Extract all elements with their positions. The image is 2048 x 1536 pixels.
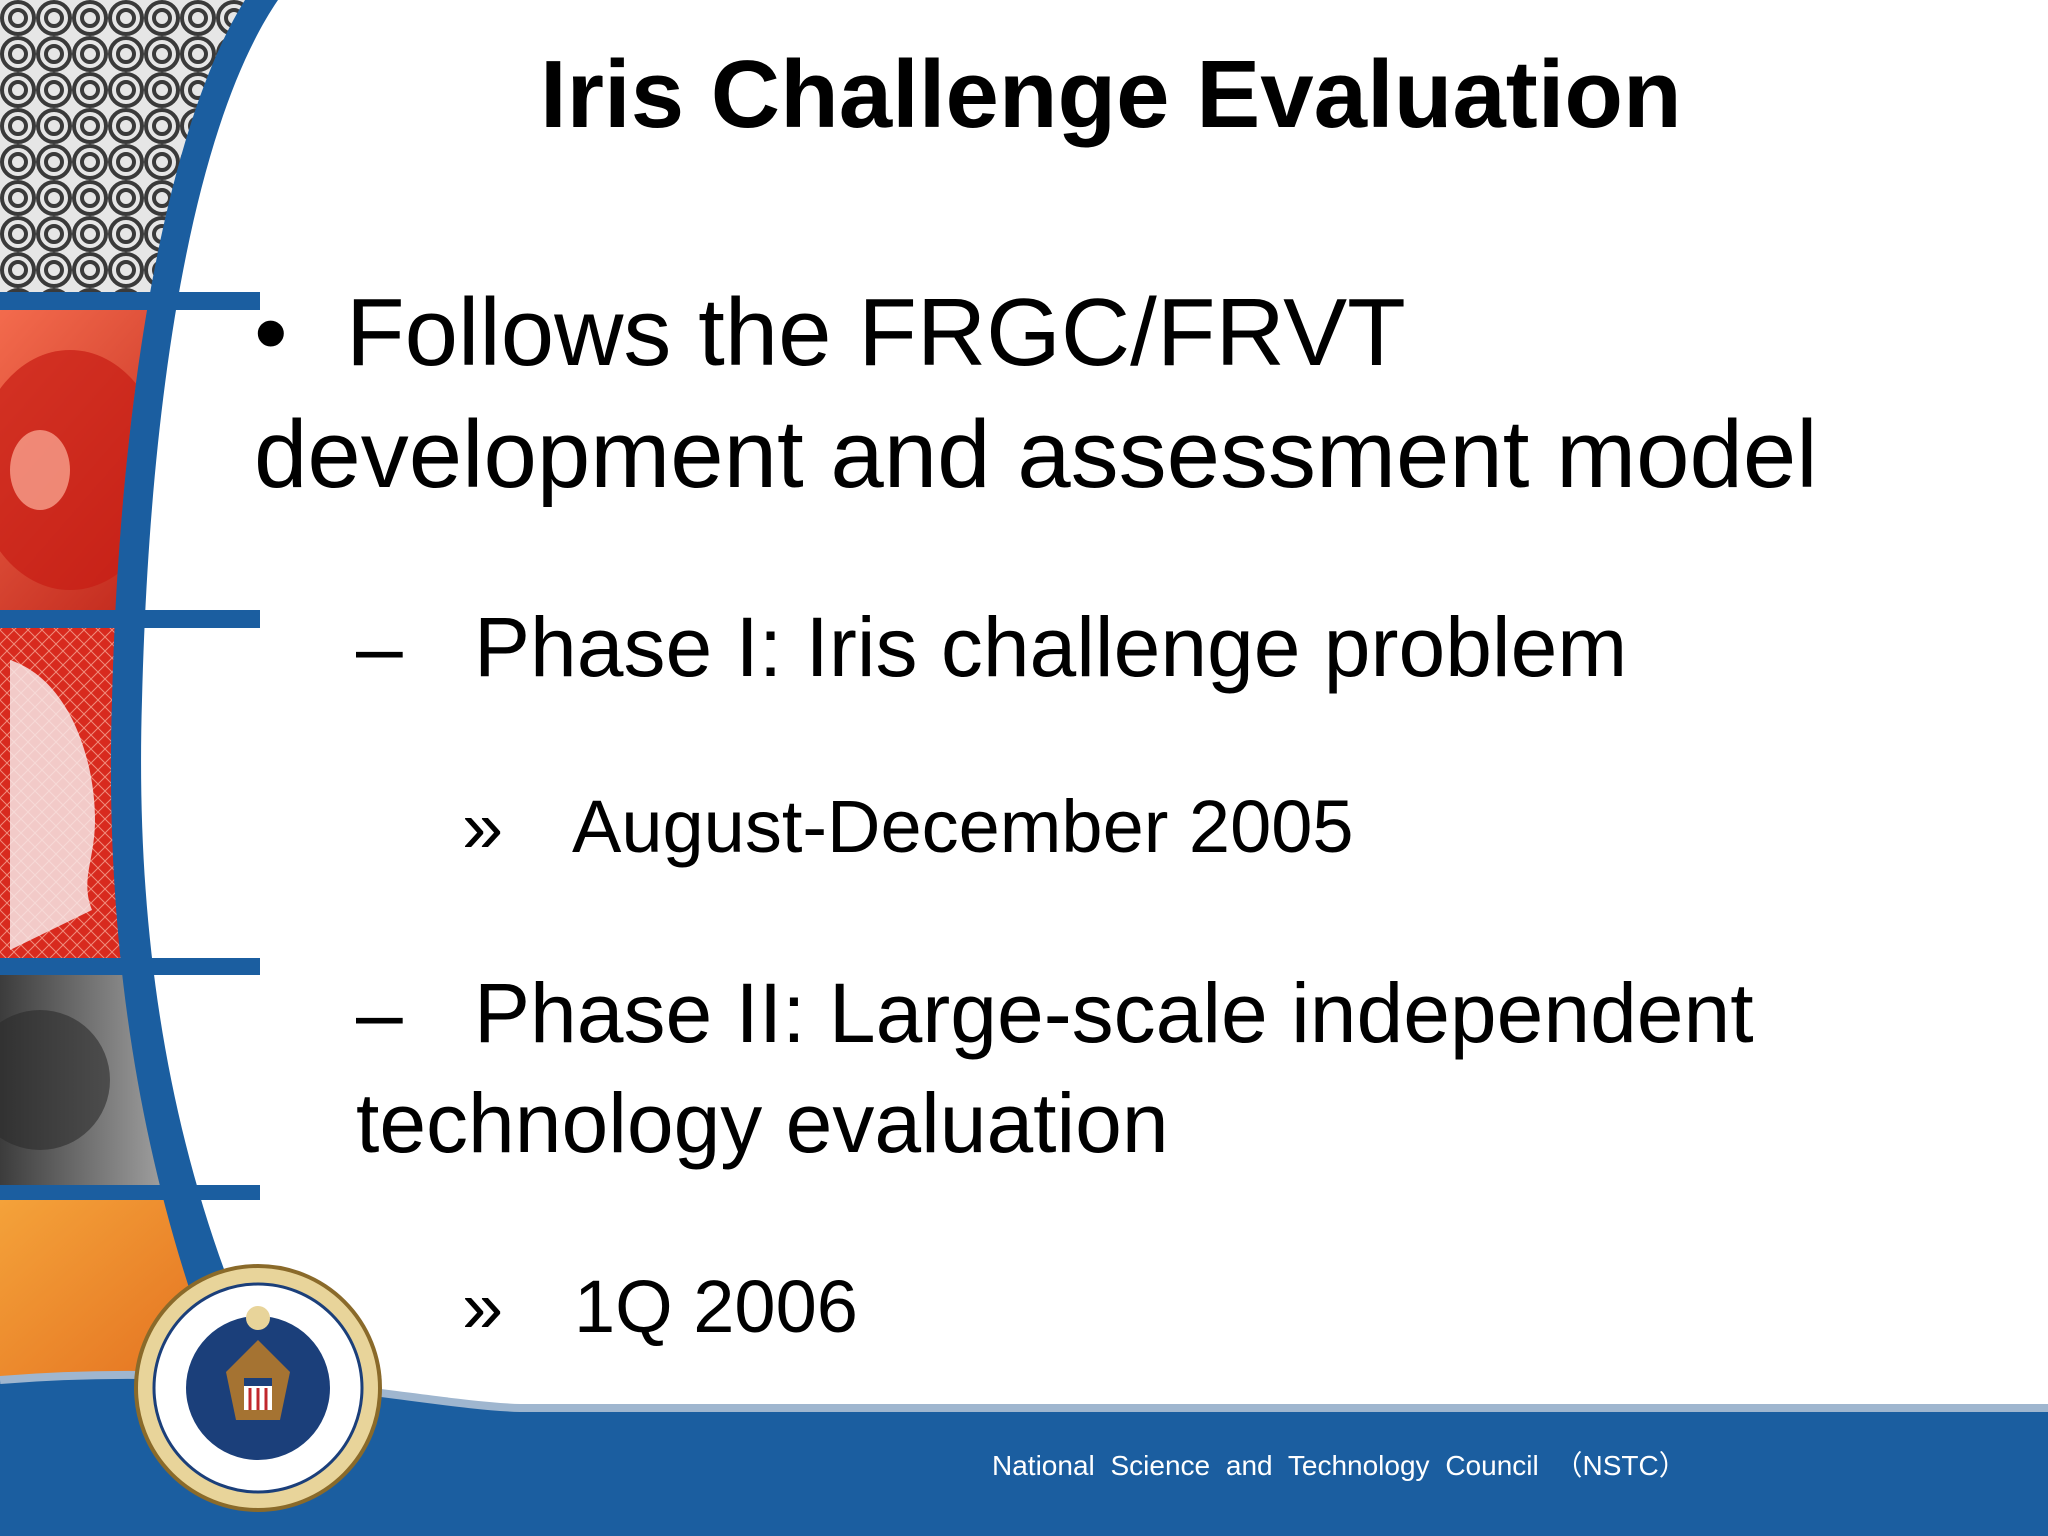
bullet-text-line-2: development and assessment model [254,401,1818,508]
phase-2-date: 1Q 2006 [574,1265,858,1348]
presidential-seal [134,1264,382,1512]
footer-organization: National Science and Technology Council … [992,1450,1687,1481]
phase-2-text-line-1: Phase II: Large-scale independent [474,966,1754,1060]
slide-title-text: Iris Challenge Evaluation [540,41,1682,148]
phase-1-date: August-December 2005 [572,785,1354,868]
bullet-marker: • [254,279,288,386]
fingerprint-image [0,0,245,292]
sub-bullet-marker: » [462,785,504,868]
sub-bullet-marker: » [462,1265,504,1348]
phase-1-text: Phase I: Iris challenge problem [474,600,1628,694]
bullet-text-line-1: Follows the FRGC/FRVT [346,279,1406,386]
dash-marker: – [356,600,403,694]
phase-2-text-line-2: technology evaluation [356,1076,1169,1170]
dash-marker: – [356,966,403,1060]
